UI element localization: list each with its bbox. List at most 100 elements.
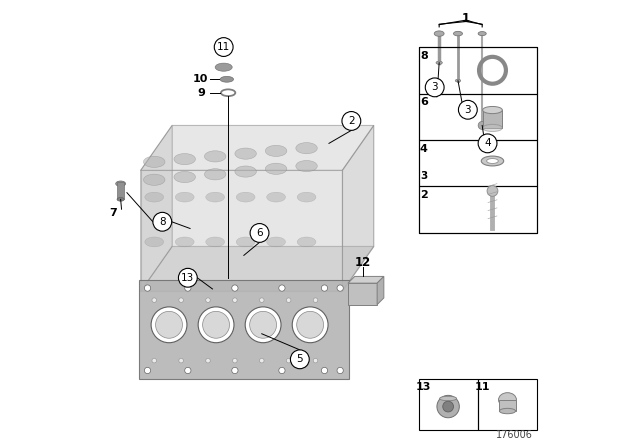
Ellipse shape — [455, 79, 461, 82]
Polygon shape — [141, 125, 374, 170]
Circle shape — [314, 298, 317, 302]
Ellipse shape — [236, 237, 255, 247]
Ellipse shape — [296, 160, 317, 172]
Circle shape — [292, 307, 328, 343]
Ellipse shape — [296, 142, 317, 154]
Ellipse shape — [145, 237, 164, 247]
Circle shape — [485, 63, 500, 78]
Circle shape — [291, 350, 309, 369]
Text: 13: 13 — [415, 382, 431, 392]
Circle shape — [185, 367, 191, 374]
Circle shape — [260, 358, 264, 363]
Ellipse shape — [143, 156, 165, 168]
Ellipse shape — [486, 159, 499, 164]
Ellipse shape — [236, 192, 255, 202]
Ellipse shape — [481, 156, 504, 166]
Circle shape — [250, 311, 276, 338]
Circle shape — [203, 311, 230, 338]
Circle shape — [260, 298, 264, 302]
Text: 1: 1 — [462, 12, 470, 26]
Ellipse shape — [174, 154, 195, 165]
Ellipse shape — [145, 192, 164, 202]
Text: 10: 10 — [193, 74, 209, 84]
Text: 8: 8 — [159, 217, 166, 227]
Ellipse shape — [143, 174, 165, 185]
Circle shape — [287, 358, 291, 363]
Ellipse shape — [215, 63, 232, 71]
Ellipse shape — [435, 31, 444, 36]
Circle shape — [297, 311, 324, 338]
Polygon shape — [141, 125, 172, 291]
Ellipse shape — [174, 172, 195, 183]
Text: 13: 13 — [181, 273, 195, 283]
Text: 176006: 176006 — [496, 430, 533, 440]
Ellipse shape — [440, 396, 457, 401]
Text: 12: 12 — [355, 255, 371, 269]
Circle shape — [151, 307, 187, 343]
Text: 2: 2 — [420, 190, 428, 200]
Bar — [419, 94, 538, 140]
Ellipse shape — [117, 198, 124, 201]
Circle shape — [152, 298, 157, 302]
Circle shape — [206, 358, 210, 363]
Ellipse shape — [204, 169, 226, 180]
Ellipse shape — [267, 192, 285, 202]
Bar — [117, 182, 124, 199]
Polygon shape — [141, 170, 342, 291]
Circle shape — [145, 367, 150, 374]
Circle shape — [250, 224, 269, 242]
Bar — [499, 400, 516, 411]
Text: 9: 9 — [197, 88, 205, 98]
Ellipse shape — [175, 192, 194, 202]
Ellipse shape — [297, 237, 316, 247]
Polygon shape — [342, 125, 374, 291]
Circle shape — [478, 121, 486, 129]
Ellipse shape — [204, 151, 226, 162]
Text: 5: 5 — [296, 354, 303, 364]
Circle shape — [179, 298, 184, 302]
Text: 4: 4 — [420, 143, 428, 154]
Ellipse shape — [224, 91, 232, 95]
Circle shape — [342, 112, 361, 130]
Circle shape — [198, 307, 234, 343]
Ellipse shape — [483, 125, 502, 132]
Text: 11: 11 — [217, 42, 230, 52]
Circle shape — [487, 185, 498, 196]
Bar — [139, 280, 349, 379]
Circle shape — [425, 78, 444, 97]
Text: 4: 4 — [484, 138, 491, 148]
Circle shape — [206, 298, 210, 302]
Circle shape — [233, 298, 237, 302]
Ellipse shape — [454, 31, 463, 36]
Circle shape — [337, 285, 343, 291]
Circle shape — [179, 358, 184, 363]
Ellipse shape — [483, 107, 502, 114]
Circle shape — [152, 358, 157, 363]
Ellipse shape — [266, 163, 287, 174]
Ellipse shape — [436, 61, 442, 65]
Polygon shape — [348, 276, 384, 283]
Ellipse shape — [206, 237, 225, 247]
Circle shape — [233, 358, 237, 363]
Circle shape — [232, 367, 238, 374]
Ellipse shape — [235, 148, 257, 159]
Circle shape — [179, 268, 197, 287]
Circle shape — [478, 134, 497, 153]
Bar — [477, 379, 538, 430]
Bar — [419, 47, 538, 233]
Ellipse shape — [206, 192, 225, 202]
Circle shape — [443, 401, 454, 412]
Text: 6: 6 — [256, 228, 263, 238]
Bar — [419, 379, 477, 430]
Ellipse shape — [116, 181, 125, 186]
Text: 2: 2 — [348, 116, 355, 126]
Ellipse shape — [499, 409, 516, 414]
Circle shape — [321, 285, 328, 291]
Polygon shape — [377, 276, 384, 305]
Circle shape — [279, 367, 285, 374]
Circle shape — [321, 367, 328, 374]
Ellipse shape — [267, 237, 285, 247]
Polygon shape — [141, 246, 374, 291]
Ellipse shape — [266, 145, 287, 156]
Circle shape — [153, 212, 172, 231]
